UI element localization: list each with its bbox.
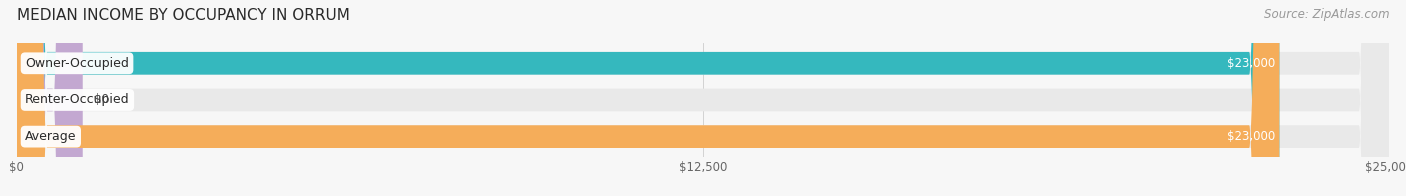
Text: $23,000: $23,000 bbox=[1227, 57, 1275, 70]
Text: Owner-Occupied: Owner-Occupied bbox=[25, 57, 129, 70]
Text: $23,000: $23,000 bbox=[1227, 130, 1275, 143]
FancyBboxPatch shape bbox=[17, 0, 1279, 196]
FancyBboxPatch shape bbox=[17, 0, 1389, 196]
FancyBboxPatch shape bbox=[17, 0, 1389, 196]
Text: Source: ZipAtlas.com: Source: ZipAtlas.com bbox=[1264, 8, 1389, 21]
Text: $0: $0 bbox=[94, 93, 108, 106]
FancyBboxPatch shape bbox=[17, 0, 1389, 196]
Text: MEDIAN INCOME BY OCCUPANCY IN ORRUM: MEDIAN INCOME BY OCCUPANCY IN ORRUM bbox=[17, 8, 350, 23]
Text: Average: Average bbox=[25, 130, 76, 143]
FancyBboxPatch shape bbox=[17, 0, 1279, 196]
Text: Renter-Occupied: Renter-Occupied bbox=[25, 93, 129, 106]
FancyBboxPatch shape bbox=[17, 0, 83, 196]
